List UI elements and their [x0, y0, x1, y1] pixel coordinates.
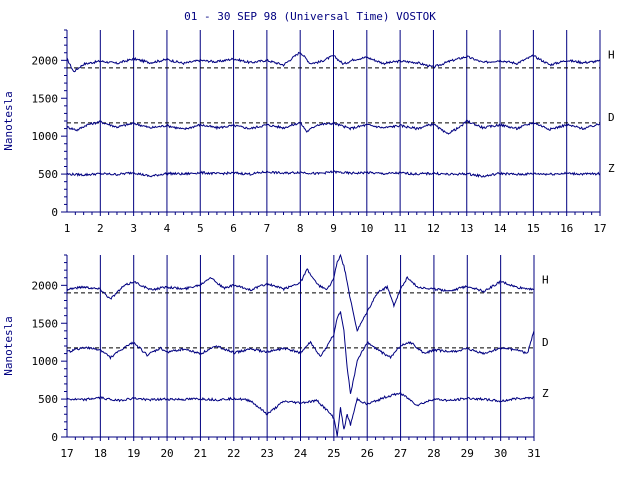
x-tick-label: 23: [261, 447, 274, 460]
y-tick-label: 0: [51, 431, 58, 444]
x-tick-label: 15: [527, 222, 540, 235]
x-tick-label: 3: [130, 222, 137, 235]
series-label-h: H: [608, 48, 615, 61]
x-tick-label: 9: [330, 222, 337, 235]
x-tick-label: 25: [327, 447, 340, 460]
y-tick-label: 2000: [32, 54, 59, 67]
x-tick-label: 19: [127, 447, 140, 460]
series-line-d: [67, 311, 535, 394]
y-axis-label: Nanotesla: [2, 316, 15, 376]
x-tick-label: 5: [197, 222, 204, 235]
x-tick-label: 18: [94, 447, 107, 460]
x-tick-label: 8: [297, 222, 304, 235]
chart-title: 01 - 30 SEP 98 (Universal Time) VOSTOK: [184, 10, 436, 23]
series-line-h: [66, 253, 535, 332]
x-tick-label: 28: [427, 447, 440, 460]
series-line-h: [66, 51, 601, 73]
x-tick-label: 27: [394, 447, 407, 460]
x-tick-label: 22: [227, 447, 240, 460]
x-tick-label: 7: [264, 222, 271, 235]
series-line-z: [66, 392, 535, 437]
series-label-d: D: [608, 111, 615, 124]
x-tick-label: 16: [560, 222, 573, 235]
x-tick-label: 31: [527, 447, 540, 460]
y-tick-label: 1000: [32, 130, 59, 143]
series-line-z: [66, 169, 601, 178]
x-tick-label: 14: [493, 222, 507, 235]
x-tick-label: 1: [64, 222, 71, 235]
series-label-z: Z: [542, 387, 549, 400]
y-axis-label: Nanotesla: [2, 91, 15, 151]
x-tick-label: 4: [164, 222, 171, 235]
y-tick-label: 1500: [32, 92, 59, 105]
y-tick-label: 2000: [32, 279, 59, 292]
series-label-z: Z: [608, 162, 615, 175]
x-tick-label: 24: [294, 447, 308, 460]
x-tick-label: 11: [394, 222, 407, 235]
y-tick-label: 1000: [32, 355, 59, 368]
series-label-d: D: [542, 336, 549, 349]
x-tick-label: 20: [160, 447, 173, 460]
x-tick-label: 26: [361, 447, 374, 460]
y-tick-label: 0: [51, 206, 58, 219]
series-label-h: H: [542, 273, 549, 286]
x-tick-label: 2: [97, 222, 104, 235]
y-tick-label: 500: [38, 168, 58, 181]
series-line-d: [66, 119, 601, 135]
x-tick-label: 17: [593, 222, 606, 235]
x-tick-label: 10: [360, 222, 373, 235]
x-tick-label: 12: [427, 222, 440, 235]
x-tick-label: 6: [230, 222, 237, 235]
x-tick-label: 17: [60, 447, 73, 460]
x-tick-label: 29: [461, 447, 474, 460]
y-tick-label: 1500: [32, 317, 59, 330]
x-tick-label: 21: [194, 447, 207, 460]
y-tick-label: 500: [38, 393, 58, 406]
x-tick-label: 30: [494, 447, 507, 460]
x-tick-label: 13: [460, 222, 473, 235]
